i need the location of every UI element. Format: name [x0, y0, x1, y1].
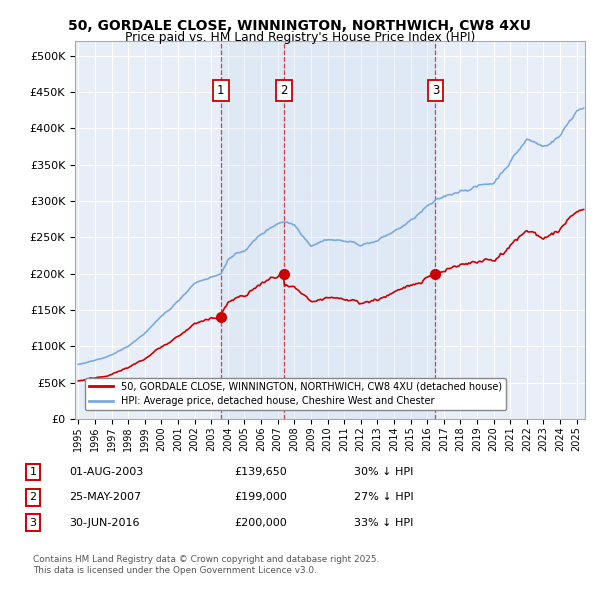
- Bar: [221, 41, 284, 419]
- Text: £139,650: £139,650: [234, 467, 287, 477]
- Text: Price paid vs. HM Land Registry's House Price Index (HPI): Price paid vs. HM Land Registry's House …: [125, 31, 475, 44]
- Text: 1: 1: [29, 467, 37, 477]
- Text: 33% ↓ HPI: 33% ↓ HPI: [354, 518, 413, 527]
- Text: 30% ↓ HPI: 30% ↓ HPI: [354, 467, 413, 477]
- Text: 1: 1: [217, 84, 224, 97]
- Text: 30-JUN-2016: 30-JUN-2016: [69, 518, 139, 527]
- Text: 25-MAY-2007: 25-MAY-2007: [69, 493, 141, 502]
- Legend: 50, GORDALE CLOSE, WINNINGTON, NORTHWICH, CW8 4XU (detached house), HPI: Average: 50, GORDALE CLOSE, WINNINGTON, NORTHWICH…: [85, 378, 506, 410]
- Text: 3: 3: [29, 518, 37, 527]
- Text: £199,000: £199,000: [234, 493, 287, 502]
- Text: £200,000: £200,000: [234, 518, 287, 527]
- Bar: [284, 41, 436, 419]
- Text: 01-AUG-2003: 01-AUG-2003: [69, 467, 143, 477]
- Text: 2: 2: [29, 493, 37, 502]
- Text: Contains HM Land Registry data © Crown copyright and database right 2025.
This d: Contains HM Land Registry data © Crown c…: [33, 555, 379, 575]
- Text: 27% ↓ HPI: 27% ↓ HPI: [354, 493, 413, 502]
- Text: 3: 3: [432, 84, 439, 97]
- Text: 50, GORDALE CLOSE, WINNINGTON, NORTHWICH, CW8 4XU: 50, GORDALE CLOSE, WINNINGTON, NORTHWICH…: [68, 19, 532, 34]
- Text: 2: 2: [280, 84, 288, 97]
